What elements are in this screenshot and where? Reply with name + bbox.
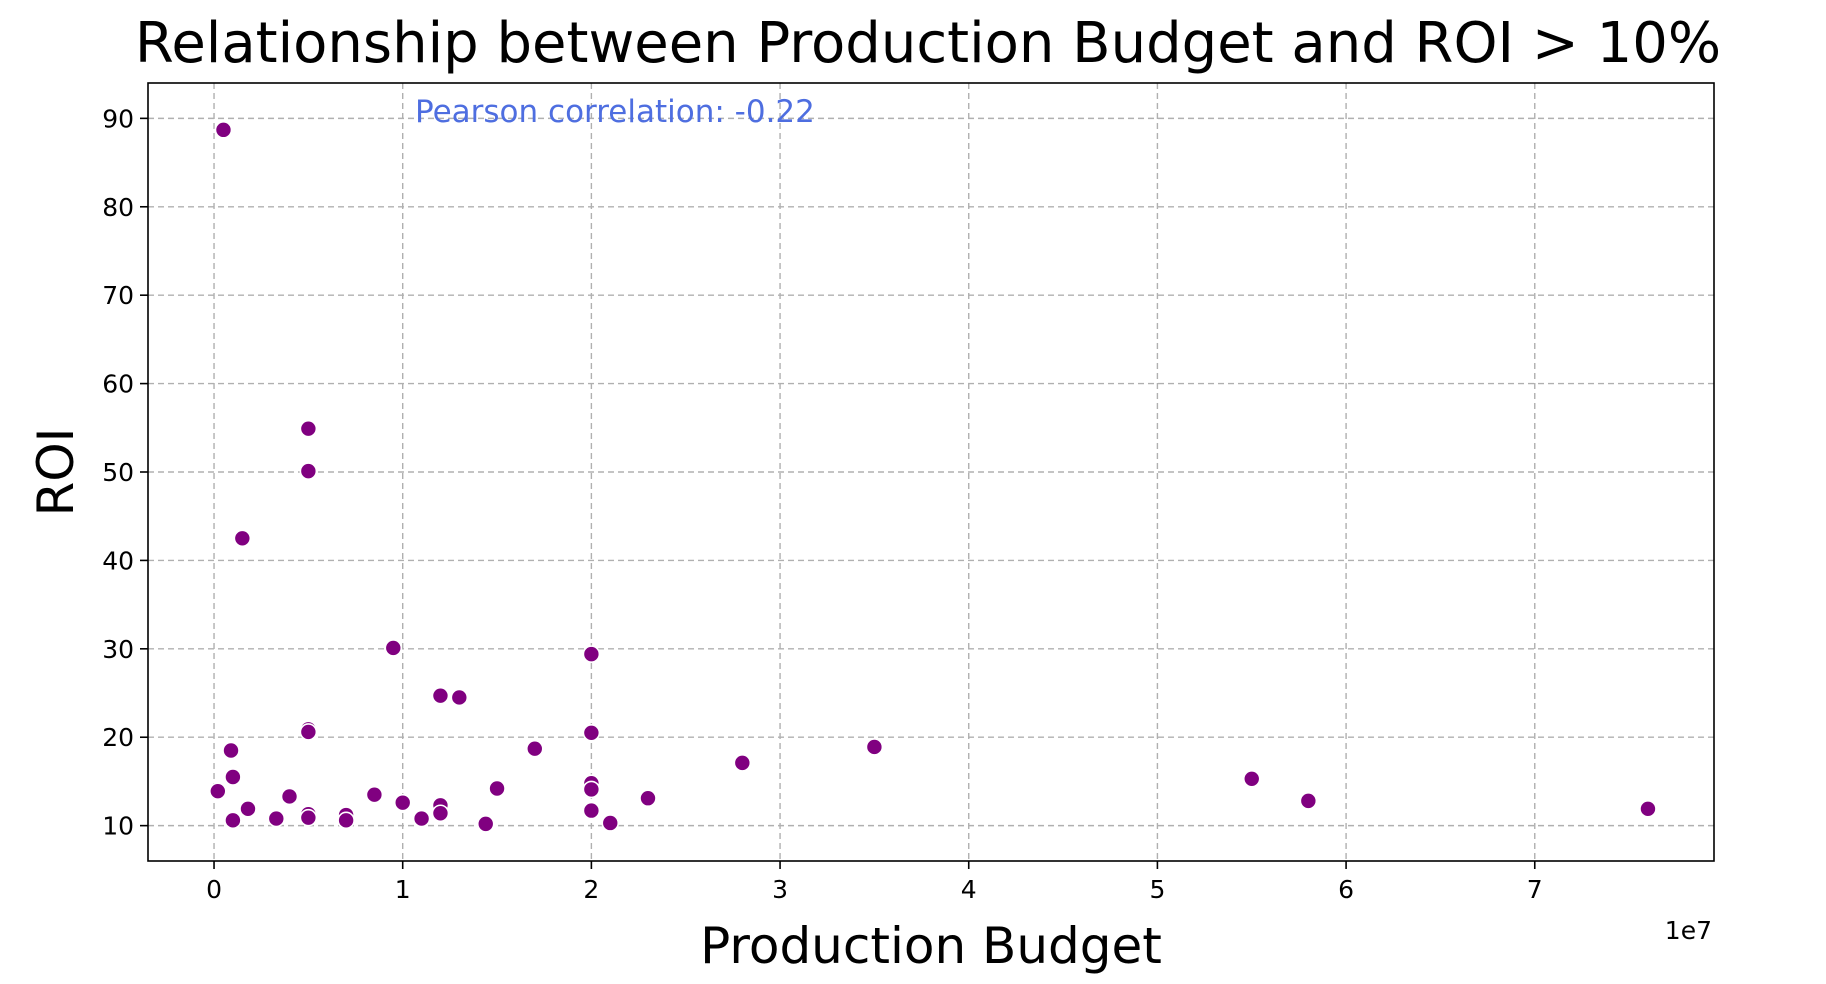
data-point-19 bbox=[393, 793, 412, 812]
y-tick-label-6: 70 bbox=[102, 281, 134, 310]
x-tick-label-4: 4 bbox=[961, 875, 977, 904]
data-points bbox=[209, 121, 1657, 833]
y-tick-label-4: 50 bbox=[102, 458, 134, 487]
x-tick-label-5: 5 bbox=[1149, 875, 1165, 904]
data-point-27 bbox=[525, 739, 544, 758]
x-tick-label-7: 7 bbox=[1527, 875, 1543, 904]
data-point-26 bbox=[488, 779, 506, 798]
data-point-16 bbox=[337, 811, 355, 830]
data-point-34 bbox=[639, 789, 657, 808]
x-axis-label: Production Budget bbox=[700, 917, 1162, 975]
y-tick-label-1: 20 bbox=[102, 723, 134, 752]
data-point-31 bbox=[582, 780, 601, 799]
x-tick-label-1: 1 bbox=[395, 875, 411, 904]
data-point-1 bbox=[209, 782, 227, 800]
data-point-18 bbox=[384, 639, 403, 657]
data-point-0 bbox=[214, 121, 233, 139]
axis-ticks: 0 1 2 3 4 5 6 7 10 20 30 40 50 60 70 80 90 bbox=[102, 104, 1543, 904]
data-point-28 bbox=[582, 645, 601, 663]
y-tick-label-7: 80 bbox=[102, 193, 134, 222]
y-tick-label-0: 10 bbox=[102, 812, 134, 841]
data-point-33 bbox=[601, 814, 620, 832]
data-point-24 bbox=[450, 688, 469, 707]
data-point-2 bbox=[222, 741, 240, 760]
data-point-7 bbox=[267, 809, 286, 828]
data-point-8 bbox=[280, 787, 299, 806]
data-point-29 bbox=[582, 724, 601, 742]
y-tick-label-2: 30 bbox=[102, 635, 134, 664]
data-point-39 bbox=[1639, 800, 1657, 818]
y-axis-label: ROI bbox=[27, 428, 85, 517]
data-point-10 bbox=[299, 462, 318, 480]
data-point-25 bbox=[476, 815, 495, 833]
data-point-23 bbox=[431, 804, 450, 823]
x-axis-offset-label: 1e7 bbox=[1665, 916, 1712, 945]
data-point-21 bbox=[431, 686, 450, 705]
correlation-annotation: Pearson correlation: -0.22 bbox=[415, 94, 815, 130]
data-point-20 bbox=[412, 809, 431, 828]
chart-title: Relationship between Production Budget a… bbox=[135, 11, 1721, 76]
x-tick-label-2: 2 bbox=[583, 875, 599, 904]
data-point-35 bbox=[733, 754, 752, 772]
data-point-3 bbox=[224, 768, 242, 786]
data-point-9 bbox=[299, 419, 318, 438]
data-point-32 bbox=[582, 801, 601, 820]
x-tick-label-6: 6 bbox=[1338, 875, 1354, 904]
data-point-37 bbox=[1242, 769, 1261, 788]
data-point-14 bbox=[299, 808, 318, 827]
y-tick-label-8: 90 bbox=[102, 104, 134, 133]
y-tick-label-3: 40 bbox=[102, 546, 134, 575]
y-tick-label-5: 60 bbox=[102, 370, 134, 399]
grid-lines bbox=[148, 83, 1714, 861]
data-point-38 bbox=[1299, 792, 1318, 810]
data-point-4 bbox=[224, 811, 242, 830]
data-point-6 bbox=[239, 800, 257, 818]
data-point-5 bbox=[233, 529, 252, 548]
data-point-36 bbox=[865, 738, 884, 756]
data-point-12 bbox=[299, 723, 318, 741]
data-point-17 bbox=[365, 785, 384, 804]
x-tick-label-3: 3 bbox=[772, 875, 788, 904]
x-tick-label-0: 0 bbox=[206, 875, 222, 904]
